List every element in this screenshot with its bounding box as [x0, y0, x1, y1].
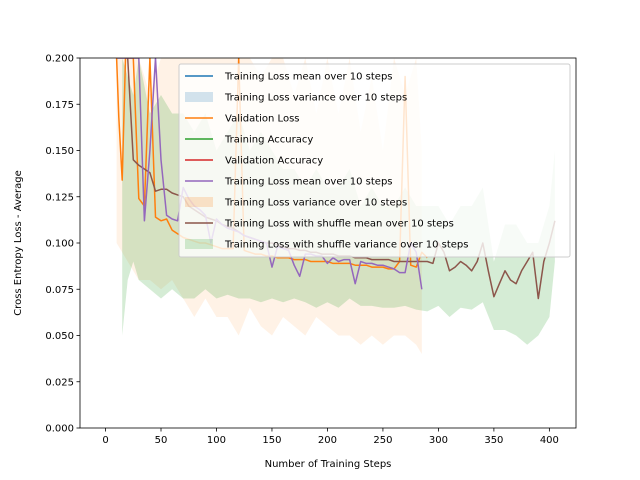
- y-tick-label: 0.075: [45, 285, 74, 296]
- legend-band-swatch: [185, 197, 213, 207]
- legend-box: [178, 63, 571, 258]
- x-tick-label: 50: [155, 435, 168, 446]
- legend-label: Training Loss with shuffle variance over…: [224, 240, 468, 251]
- y-tick-label: 0.025: [45, 377, 74, 388]
- legend: Training Loss mean over 10 steps Training…: [178, 63, 571, 258]
- legend-band-swatch: [185, 92, 213, 102]
- y-tick-label: 0.150: [45, 146, 74, 157]
- y-tick-label: 0.200: [45, 54, 74, 65]
- legend-label: Training Loss variance over 10 steps: [224, 198, 407, 209]
- x-tick-label: 100: [207, 435, 226, 446]
- legend-label: Validation Loss: [225, 114, 300, 125]
- x-axis-ticks: 0 50 100 150 200 250 300 350 400: [102, 428, 559, 446]
- y-tick-label: 0.125: [45, 192, 74, 203]
- y-tick-label: 0.100: [45, 239, 74, 250]
- y-tick-label: 0.000: [45, 424, 74, 435]
- x-tick-label: 300: [429, 435, 448, 446]
- y-axis-label: Cross Entropy Loss - Average: [13, 170, 24, 316]
- legend-label: Training Loss variance over 10 steps: [224, 93, 407, 104]
- legend-label: Training Loss with shuffle mean over 10 …: [224, 219, 454, 230]
- x-tick-label: 200: [318, 435, 337, 446]
- y-axis-ticks: 0.000 0.025 0.050 0.075 0.100 0.125 0.150 0.175…: [45, 54, 80, 435]
- y-tick-label: 0.175: [45, 100, 74, 111]
- legend-label: Training Accuracy: [224, 135, 313, 146]
- legend-band-swatch: [185, 239, 213, 249]
- y-tick-label: 0.050: [45, 331, 74, 342]
- x-tick-label: 250: [373, 435, 392, 446]
- x-tick-label: 350: [484, 435, 503, 446]
- legend-label: Training Loss mean over 10 steps: [224, 72, 393, 83]
- x-axis-label: Number of Training Steps: [265, 459, 392, 470]
- x-tick-label: 400: [540, 435, 559, 446]
- legend-label: Validation Accuracy: [225, 156, 323, 167]
- legend-label: Training Loss mean over 10 steps: [224, 177, 393, 188]
- x-tick-label: 150: [262, 435, 281, 446]
- x-tick-label: 0: [102, 435, 108, 446]
